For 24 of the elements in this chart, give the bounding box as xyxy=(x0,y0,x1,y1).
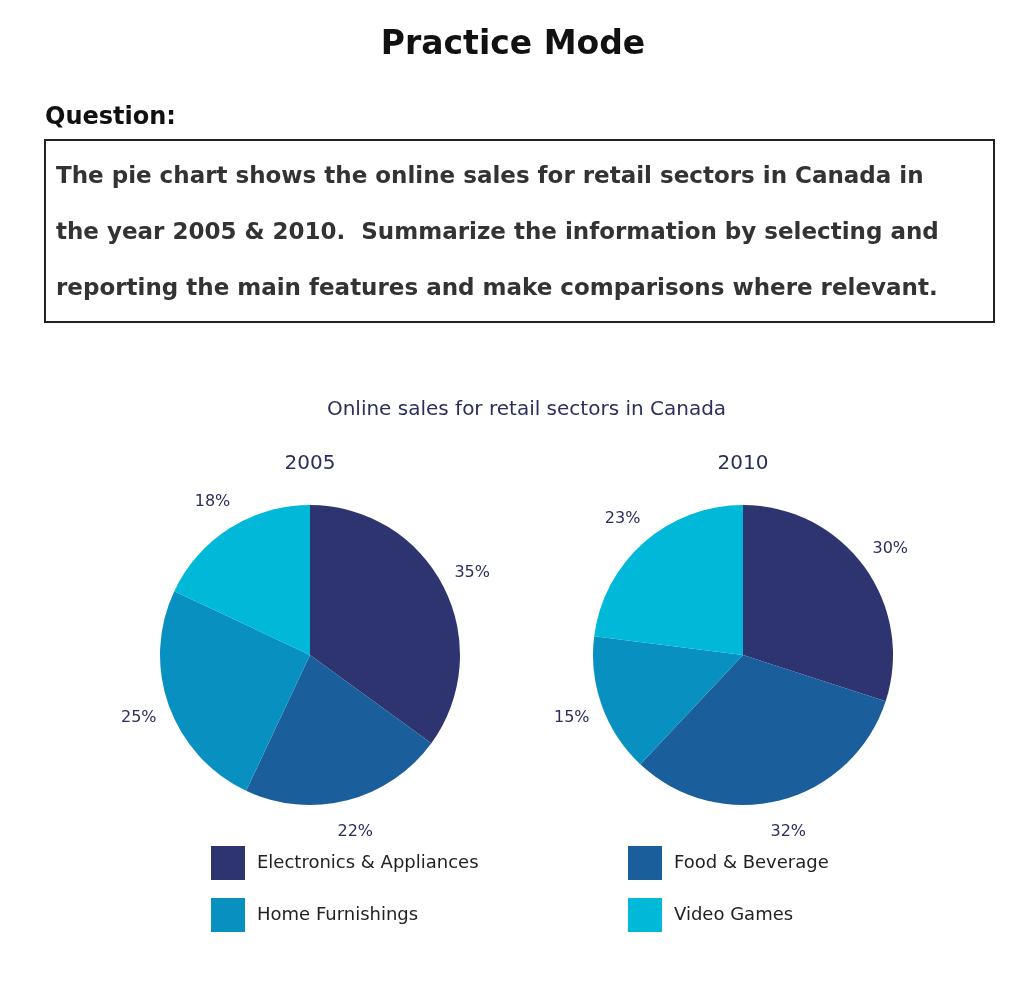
data-label: 35% xyxy=(454,562,490,582)
data-label: 25% xyxy=(120,706,157,726)
legend-label: Electronics & Appliances xyxy=(257,851,479,872)
data-label: 23% xyxy=(604,508,641,528)
legend-label: Video Games xyxy=(674,903,794,924)
chart-title: Online sales for retail sectors in Canada xyxy=(326,396,727,420)
pie-slice xyxy=(640,655,886,805)
text: Question: xyxy=(45,101,176,132)
pie-slice xyxy=(174,505,310,655)
pie-slice xyxy=(246,655,432,805)
legend-label: Home Furnishings xyxy=(257,903,419,924)
pie-slice xyxy=(594,505,743,655)
pie-slice xyxy=(593,636,743,765)
data-label: 32% xyxy=(770,821,807,841)
chart-subtitle: 2005 xyxy=(284,450,336,474)
text: The pie chart shows the online sales for retail sectors in Canada in the year 2005 & 2010. Summarize the information by selecting and reporting the main features and make comparisons where relevant. xyxy=(56,162,939,300)
text: Practice Mode xyxy=(379,23,647,63)
data-label: 22% xyxy=(337,821,374,841)
chart-subtitle: 2010 xyxy=(717,450,769,474)
data-label: 30% xyxy=(872,538,909,558)
pie-slice xyxy=(160,591,310,791)
legend-label: Food & Beverage xyxy=(674,851,829,872)
data-label: 15% xyxy=(553,706,590,726)
data-label: 18% xyxy=(194,491,231,511)
